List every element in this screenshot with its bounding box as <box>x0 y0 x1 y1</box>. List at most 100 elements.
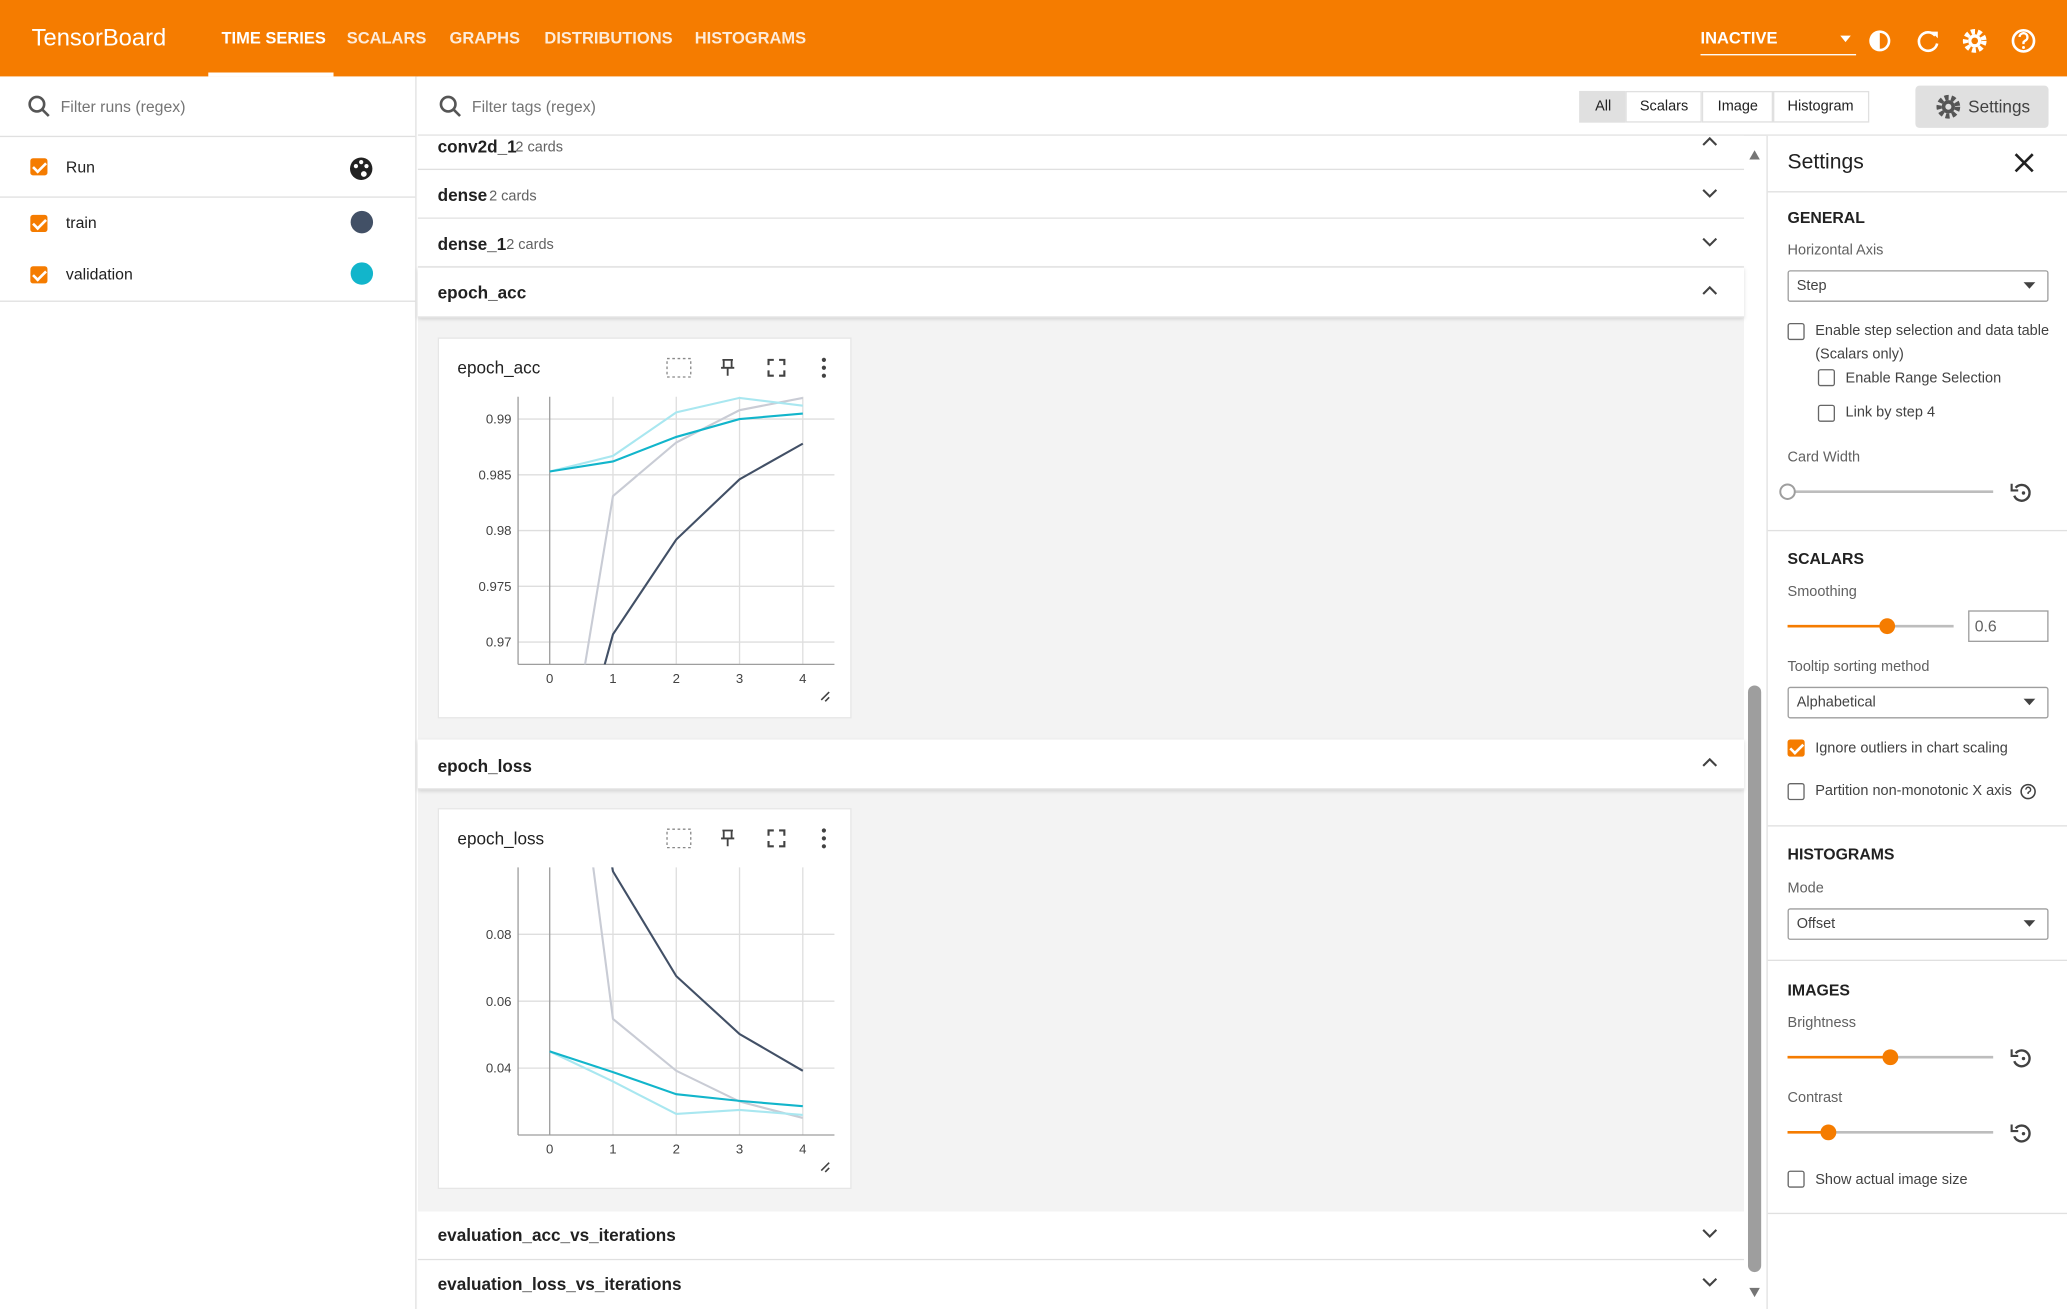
type-filter[interactable]: All <box>1579 90 1626 123</box>
run-checkbox[interactable] <box>30 158 48 176</box>
option-label: Enable step selection and data table <box>1815 322 2050 339</box>
tab[interactable]: TIME SERIES <box>221 29 326 48</box>
group-header[interactable]: dense 2 cards <box>417 170 1745 219</box>
y-tick-label: 0.04 <box>486 1061 512 1076</box>
collapse-icon[interactable] <box>1702 757 1718 767</box>
checkbox[interactable] <box>1787 783 1805 801</box>
series-line <box>592 867 804 1119</box>
run-checkbox[interactable] <box>30 266 48 284</box>
select[interactable]: Offset <box>1787 908 2049 940</box>
checkbox[interactable] <box>1787 1170 1805 1188</box>
x-tick-label: 3 <box>736 671 743 686</box>
collapse-icon[interactable] <box>1702 136 1718 146</box>
brightness-slider[interactable] <box>1773 1043 2063 1077</box>
tab[interactable]: DISTRIBUTIONS <box>544 29 673 48</box>
x-tick-label: 2 <box>673 1141 680 1156</box>
smoothing-input[interactable]: 0.6 <box>1968 610 2049 642</box>
y-tick-label: 0.99 <box>486 412 512 427</box>
scroll-up[interactable] <box>1749 150 1760 160</box>
section-heading: IMAGES <box>1787 980 1850 1000</box>
group-header[interactable]: conv2d_1 2 cards <box>417 135 1745 171</box>
expand-icon[interactable] <box>1702 1229 1718 1239</box>
divider <box>1767 825 2067 827</box>
collapse-icon[interactable] <box>1702 285 1718 295</box>
runs-sidebar <box>0 76 417 1309</box>
gear-icon <box>1936 94 1961 119</box>
dropdown-arrow[interactable] <box>1840 35 1851 43</box>
checkbox[interactable] <box>1787 739 1805 757</box>
series-line <box>611 867 804 1072</box>
header-icons <box>1840 29 2036 53</box>
settings-icon[interactable] <box>1962 29 1987 53</box>
search-icon <box>439 95 461 117</box>
reload-icon[interactable] <box>1917 31 1939 53</box>
pin-icon <box>721 829 735 847</box>
option-label: (Scalars only) <box>1815 346 1904 363</box>
expand-icon[interactable] <box>1702 189 1718 198</box>
x-tick-label: 3 <box>736 1141 743 1156</box>
divider <box>1767 191 2067 193</box>
select[interactable]: Alphabetical <box>1787 686 2049 719</box>
x-tick-label: 4 <box>799 1141 806 1156</box>
group-name: evaluation_loss_vs_iterations <box>437 1274 682 1294</box>
y-tick-label: 0.08 <box>486 927 512 942</box>
field-label: Brightness <box>1787 1015 1857 1031</box>
reload-status[interactable]: INACTIVE <box>1700 29 1778 48</box>
section-heading: HISTOGRAMS <box>1787 844 1895 864</box>
y-tick-label: 0.985 <box>479 467 512 482</box>
divider <box>1767 529 2067 532</box>
close-icon[interactable] <box>2013 152 2037 176</box>
settings-button[interactable]: Settings <box>1915 85 2049 128</box>
field-label: Horizontal Axis <box>1787 242 1884 259</box>
scroll-down[interactable] <box>1749 1287 1760 1298</box>
expand-icon[interactable] <box>1702 1277 1718 1287</box>
chart: 0.04 0.06 0.08 0 1 2 3 4 <box>486 828 835 1173</box>
type-filter[interactable]: Scalars <box>1625 90 1702 123</box>
slider-knob <box>1879 618 1896 635</box>
smoothing-slider[interactable] <box>1787 612 1959 641</box>
type-filter[interactable]: Histogram <box>1773 90 1870 123</box>
fit-icon[interactable] <box>666 828 692 849</box>
tab[interactable]: SCALARS <box>346 29 427 48</box>
run-name: train <box>65 213 97 233</box>
help-icon[interactable] <box>2011 29 2036 53</box>
smoothing-value: 0.6 <box>1974 616 1997 636</box>
run-checkbox[interactable] <box>30 214 48 233</box>
field-label: Smoothing <box>1787 583 1857 600</box>
runs-filter[interactable]: Filter runs (regex) <box>60 97 186 117</box>
type-label: Scalars <box>1639 98 1689 115</box>
group-header[interactable]: evaluation_acc_vs_iterations <box>417 1211 1745 1261</box>
group-header[interactable]: dense_1 2 cards <box>417 218 1745 268</box>
field-label: Card Width <box>1787 449 1861 466</box>
card-width-slider[interactable] <box>1773 477 2063 511</box>
divider <box>1767 959 2067 961</box>
run-color[interactable] <box>350 210 374 234</box>
series-line <box>549 412 803 473</box>
group-header[interactable]: epoch_acc <box>417 267 1745 318</box>
theme-icon[interactable] <box>1869 30 1891 52</box>
app-title: TensorBoard <box>31 24 167 51</box>
help-icon[interactable] <box>2020 783 2037 800</box>
section-heading: SCALARS <box>1787 549 1865 569</box>
run-color[interactable] <box>350 262 374 285</box>
palette-icon[interactable] <box>348 156 374 182</box>
group-header[interactable]: evaluation_loss_vs_iterations <box>417 1260 1745 1309</box>
checkbox[interactable] <box>1817 404 1835 422</box>
scroll-thumb[interactable] <box>1747 685 1762 1273</box>
group-header[interactable]: epoch_loss <box>417 739 1745 790</box>
field-label: Mode <box>1787 880 1824 897</box>
tags-filter[interactable]: Filter tags (regex) <box>471 97 596 117</box>
chart: 0.97 0.975 0.98 0.985 0.99 0 1 2 3 4 <box>479 357 835 702</box>
series-line <box>549 1050 803 1116</box>
type-filter[interactable]: Image <box>1701 90 1774 123</box>
tab[interactable]: GRAPHS <box>449 29 521 48</box>
checkbox[interactable] <box>1817 369 1835 387</box>
fit-icon[interactable] <box>666 357 692 378</box>
tab[interactable]: HISTOGRAMS <box>694 29 807 48</box>
checkbox[interactable] <box>1787 322 1805 341</box>
expand-icon[interactable] <box>1702 237 1718 247</box>
x-tick-label: 4 <box>799 671 806 686</box>
select[interactable]: Step <box>1787 270 2049 302</box>
contrast-slider[interactable] <box>1773 1118 2063 1152</box>
menu-dot <box>821 844 827 849</box>
